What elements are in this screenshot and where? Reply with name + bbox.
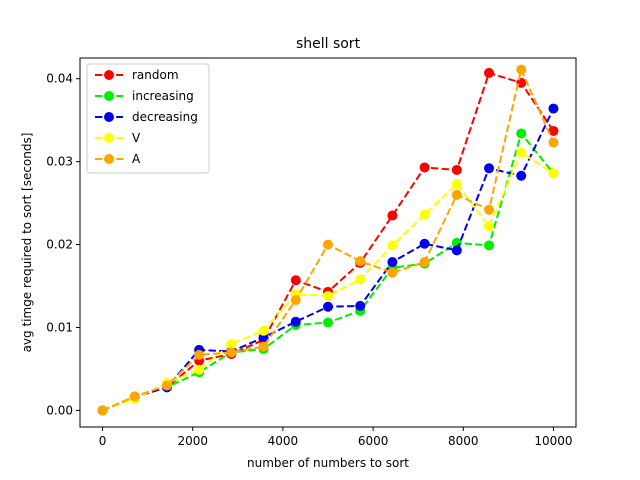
data-point [258, 341, 269, 352]
data-point [516, 64, 527, 75]
y-tick-label: 0.03 [46, 155, 73, 169]
data-point [290, 275, 301, 286]
data-point [451, 189, 462, 200]
data-point [387, 256, 398, 267]
x-tick-label: 8000 [448, 434, 479, 448]
y-tick-label: 0.02 [46, 238, 73, 252]
data-point [516, 77, 527, 88]
data-point [451, 245, 462, 256]
data-point [548, 125, 559, 136]
data-point [548, 137, 559, 148]
legend-entry: random [95, 68, 179, 82]
data-point [355, 256, 366, 267]
data-point [290, 316, 301, 327]
data-point [419, 238, 430, 249]
legend-label: random [132, 68, 179, 82]
series-a [97, 64, 559, 416]
data-point [258, 325, 269, 336]
data-point [516, 147, 527, 158]
y-axis-label: avg timge required to sort [seconds] [20, 133, 34, 353]
legend-marker [104, 154, 114, 164]
legend-marker [104, 112, 114, 122]
data-point [516, 128, 527, 139]
legend-box [86, 63, 210, 174]
series-line [102, 151, 554, 412]
data-point [516, 170, 527, 181]
chart-title: shell sort [296, 36, 361, 52]
legend-entry: V [95, 131, 141, 145]
data-point [323, 290, 333, 301]
legend: random increasing decreasing VA [86, 63, 210, 174]
x-tick-label: 6000 [358, 434, 389, 448]
data-point [548, 103, 559, 114]
data-point [419, 162, 430, 173]
legend-marker [104, 91, 114, 101]
data-point [226, 339, 237, 350]
data-point [194, 364, 205, 375]
data-point [387, 267, 398, 278]
data-point [484, 67, 495, 78]
legend-marker [104, 70, 114, 80]
data-point [387, 210, 398, 221]
axes: 0 2000 4000 6000 8000 10000 0.00 0.01 0.02 0.03 0.… [46, 72, 572, 448]
x-axis-label: number of numbers to sort [247, 456, 409, 470]
legend-label: A [132, 152, 141, 166]
y-tick-label: 0.04 [46, 72, 73, 86]
data-point [548, 168, 559, 179]
data-point [419, 256, 430, 267]
legend-entry: A [95, 152, 141, 166]
data-point [323, 239, 333, 250]
data-point [323, 317, 333, 328]
data-point [194, 349, 205, 360]
y-tick-label: 0.01 [46, 320, 73, 334]
data-point [484, 221, 495, 232]
data-point [451, 164, 462, 175]
plot-frame [79, 57, 577, 428]
legend-label: V [132, 131, 141, 145]
legend-marker [104, 133, 114, 143]
x-tick-label: 0 [99, 434, 107, 448]
data-point [484, 204, 495, 215]
data-point [451, 179, 462, 190]
data-point [484, 240, 495, 251]
data-point [226, 347, 237, 358]
data-point [355, 274, 366, 285]
legend-label: decreasing [132, 110, 198, 124]
x-tick-label: 10000 [534, 434, 572, 448]
data-point [323, 301, 333, 312]
data-point [419, 209, 430, 220]
plot-area [97, 64, 559, 416]
legend-entry: decreasing [95, 110, 198, 124]
data-point [355, 300, 366, 311]
legend-label: increasing [132, 89, 194, 103]
x-tick-label: 2000 [177, 434, 208, 448]
y-tick-label: 0.00 [46, 403, 73, 417]
data-point [387, 240, 398, 251]
data-point [290, 295, 301, 306]
data-point [129, 391, 140, 402]
legend-entry: increasing [95, 89, 194, 103]
data-point [97, 405, 108, 416]
data-point [484, 163, 495, 174]
x-tick-label: 4000 [268, 434, 299, 448]
data-point [161, 380, 172, 391]
